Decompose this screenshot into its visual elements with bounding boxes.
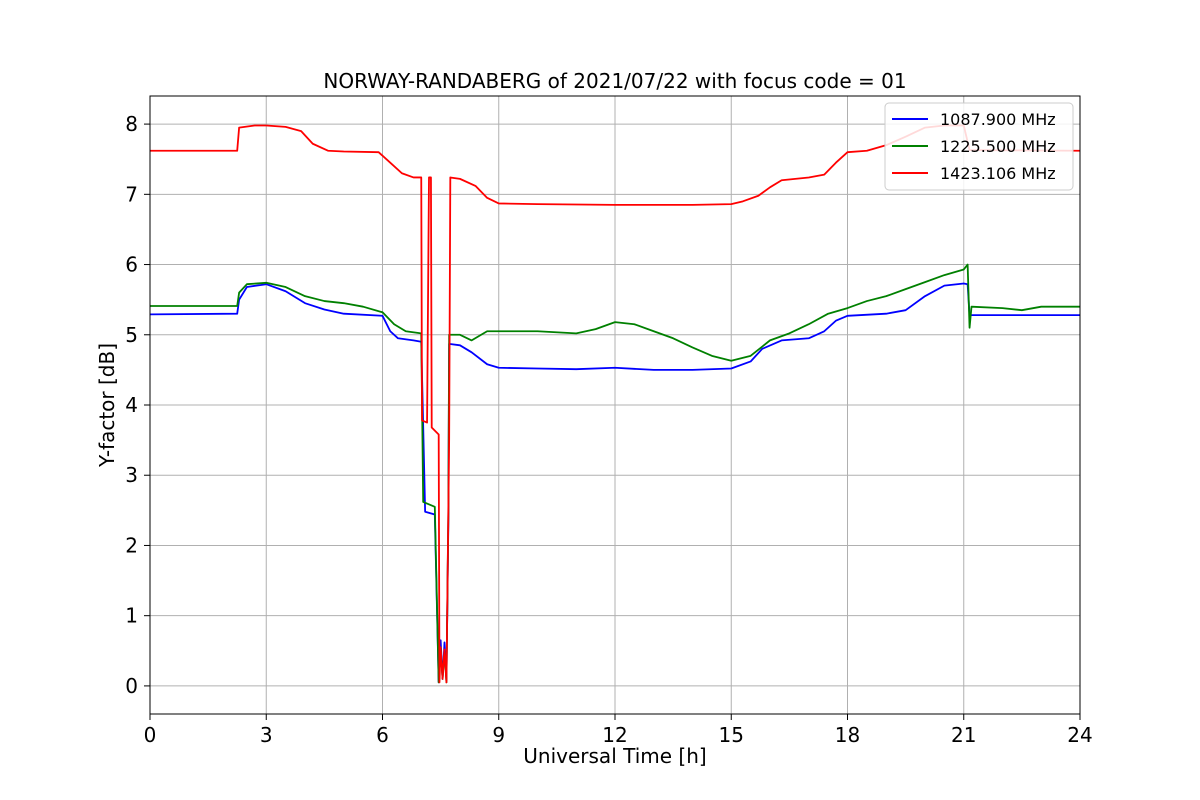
legend-label: 1423.106 MHz — [940, 164, 1056, 183]
y-tick-label: 0 — [125, 674, 138, 698]
series-line-2 — [150, 263, 1080, 684]
legend: 1087.900 MHz 1225.500 MHz 1423.106 MHz — [884, 102, 1074, 191]
series-line-3 — [150, 124, 1081, 684]
x-tick-label: 21 — [951, 723, 976, 747]
x-axis-label: Universal Time [h] — [523, 744, 706, 768]
x-tick-label: 15 — [719, 723, 744, 747]
x-tick-label: 9 — [492, 723, 505, 747]
x-tick-label: 3 — [260, 723, 273, 747]
y-tick-label: 4 — [125, 393, 138, 417]
y-tick-label: 6 — [125, 253, 138, 277]
x-tick-label: 12 — [602, 723, 627, 747]
x-tick-label: 18 — [835, 723, 860, 747]
y-axis-label: Y-factor [dB] — [95, 343, 119, 468]
x-tick-label: 0 — [144, 723, 157, 747]
y-tick-label: 3 — [125, 463, 138, 487]
y-tick-label: 8 — [125, 112, 138, 136]
y-tick-label: 2 — [125, 533, 138, 557]
y-tick-label: 7 — [125, 182, 138, 206]
y-tick-label: 1 — [125, 604, 138, 628]
legend-box — [884, 102, 1074, 191]
y-tick-label: 5 — [125, 323, 138, 347]
series-layer — [149, 124, 1081, 684]
legend-label: 1225.500 MHz — [940, 137, 1056, 156]
series-line-1 — [149, 282, 1080, 684]
x-tick-label: 6 — [376, 723, 389, 747]
legend-label: 1087.900 MHz — [940, 110, 1056, 129]
x-tick-label: 24 — [1067, 723, 1092, 747]
chart-title: NORWAY-RANDABERG of 2021/07/22 with focu… — [323, 69, 906, 93]
